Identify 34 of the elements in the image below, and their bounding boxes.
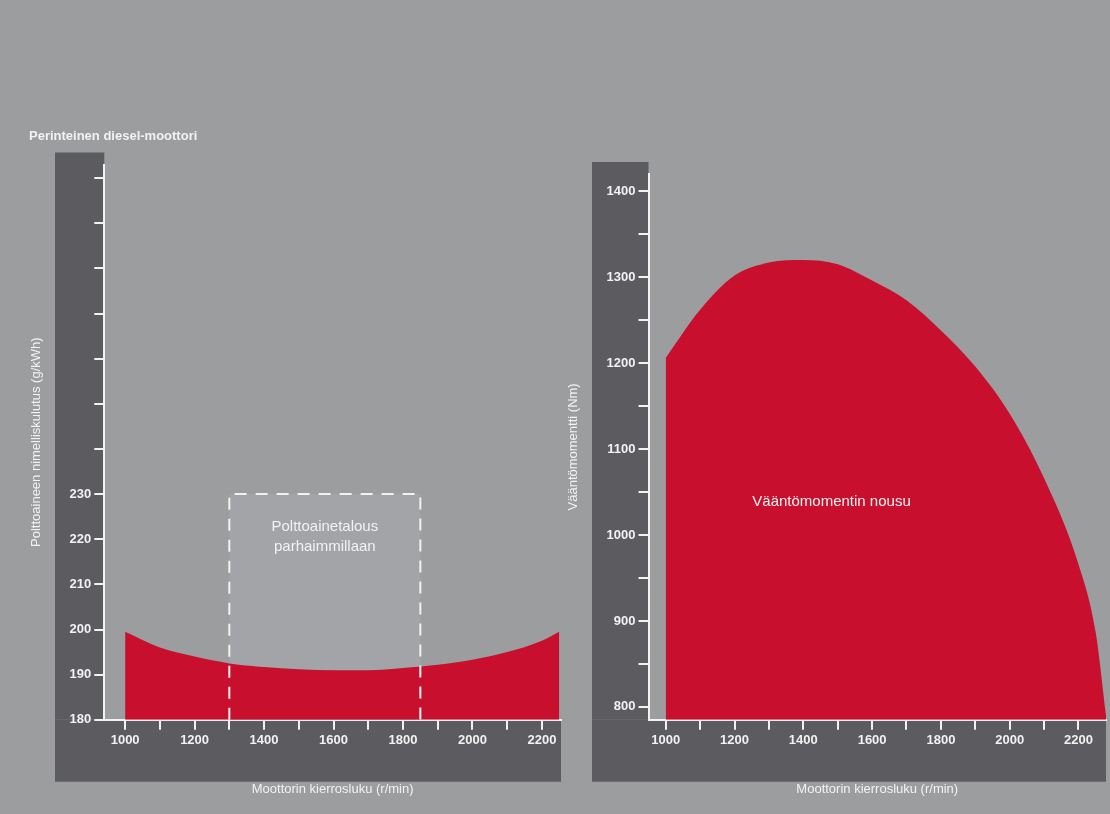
y-tick-label: 800 [613, 698, 636, 714]
x-tick-label: 1800 [388, 732, 418, 748]
y-tick-label: 230 [69, 485, 92, 501]
x-tick-label: 2200 [527, 732, 557, 748]
y-tick-label: 210 [69, 575, 92, 591]
x-tick-label: 1600 [857, 732, 887, 748]
x-tick-label: 2000 [457, 732, 487, 748]
x-axis-title: Moottorin kierrosluku (r/min) [251, 780, 414, 796]
x-tick-label: 1000 [651, 732, 681, 748]
y-axis-title: Vääntömomentti (Nm) [565, 383, 581, 511]
x-tick-label: 1800 [926, 732, 956, 748]
chart-title: Perinteinen diesel-moottori [29, 128, 198, 144]
y-axis-title: Polttoaineen nimelliskulutus (g/kWh) [28, 337, 44, 547]
y-tick-label: 190 [69, 666, 92, 682]
y-tick-label: 200 [69, 621, 92, 637]
x-tick-label: 2000 [995, 732, 1025, 748]
y-tick-label: 1000 [606, 526, 636, 542]
y-tick-label: 1300 [606, 268, 636, 284]
y-tick-label: 180 [69, 711, 92, 727]
x-tick-label: 1400 [788, 732, 818, 748]
annotation: Vääntömomentin nousu [752, 491, 911, 509]
x-axis-title: Moottorin kierrosluku (r/min) [796, 780, 959, 796]
y-tick-label: 1400 [606, 182, 636, 198]
y-tick-label: 220 [69, 530, 92, 546]
x-tick-label: 1200 [720, 732, 749, 748]
x-tick-label: 1000 [110, 732, 140, 748]
x-tick-label: 1600 [319, 732, 348, 748]
y-tick-label: 1200 [606, 354, 636, 370]
x-tick-label: 2200 [1064, 732, 1093, 748]
y-tick-label: 1100 [607, 440, 636, 456]
x-tick-label: 1200 [180, 732, 210, 748]
band-label: Polttoainetalous parhaimmillaan [271, 516, 379, 554]
x-tick-label: 1400 [249, 732, 279, 748]
y-tick-label: 900 [613, 612, 636, 628]
